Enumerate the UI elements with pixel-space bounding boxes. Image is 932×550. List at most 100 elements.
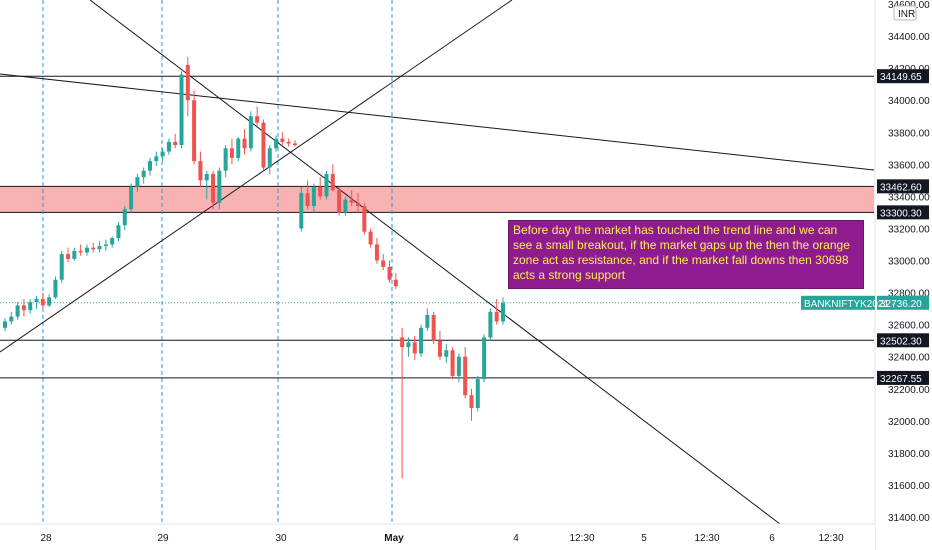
candle-body <box>15 305 20 317</box>
candle <box>286 138 291 147</box>
candle <box>229 138 234 165</box>
annotation-note[interactable]: Before day the market has touched the tr… <box>508 220 864 289</box>
candle-body <box>286 141 291 144</box>
candle-body <box>368 231 373 245</box>
candle-body <box>103 244 108 247</box>
candle <box>450 347 455 380</box>
candle <box>135 173 140 192</box>
candle <box>28 298 33 314</box>
time-axis-bg <box>0 524 875 550</box>
candle-body <box>110 238 115 245</box>
candle <box>204 170 209 200</box>
candle-body <box>40 298 45 306</box>
candle <box>475 375 480 412</box>
candle <box>437 331 442 360</box>
last-price-badge-text: 32736.20 <box>880 299 922 310</box>
horizontal-levels <box>0 75 874 379</box>
candle <box>122 205 127 231</box>
candle <box>217 167 222 210</box>
candle <box>368 228 373 248</box>
candle-body <box>192 100 197 162</box>
candle-body <box>229 148 234 158</box>
x-tick-label: 30 <box>275 533 287 544</box>
x-tick-label: 29 <box>157 533 169 544</box>
candle-body <box>217 170 222 203</box>
candle <box>97 241 102 253</box>
y-tick-label: 31600.00 <box>888 481 930 492</box>
symbol-badge-text: BANKNIFTYK2021 - <box>804 299 895 310</box>
candle-body <box>135 177 140 187</box>
candle-body <box>419 327 424 354</box>
candle <box>469 388 474 421</box>
candle-body <box>179 74 184 146</box>
candle-body <box>292 143 297 146</box>
candle <box>110 236 115 248</box>
y-tick-label: 33200.00 <box>888 224 930 235</box>
candle-body <box>3 321 7 328</box>
price-axis: 34600.0034400.0034200.0034000.0033800.00… <box>874 0 932 550</box>
candle-body <box>400 337 405 348</box>
candle <box>236 137 241 162</box>
candle-body <box>330 173 335 190</box>
y-tick-label: 33800.00 <box>888 128 930 139</box>
candle-body <box>349 199 354 203</box>
candle-body <box>469 395 474 408</box>
candle <box>103 239 108 251</box>
candle-body <box>198 161 203 181</box>
candle-body <box>299 193 304 229</box>
x-tick-label: 4 <box>513 533 519 544</box>
candle <box>431 311 436 344</box>
level-badge-32267.55-text: 32267.55 <box>880 374 922 385</box>
candle-body <box>248 116 253 149</box>
candle-body <box>91 247 96 250</box>
candle-body <box>437 340 442 357</box>
candle <box>374 238 379 264</box>
candle <box>444 343 449 364</box>
candle-body <box>488 311 493 338</box>
candle-body <box>374 244 379 261</box>
candle-body <box>223 148 228 171</box>
candle-body <box>242 138 247 149</box>
trend-line-2 <box>0 73 875 171</box>
candle <box>40 292 45 309</box>
candle-body <box>393 279 398 287</box>
candle <box>9 311 14 325</box>
candle-body <box>387 266 392 280</box>
candle <box>274 135 279 152</box>
y-tick-label: 32800.00 <box>888 289 930 300</box>
y-tick-label: 32400.00 <box>888 353 930 364</box>
candle <box>15 302 20 320</box>
candle <box>393 273 398 290</box>
y-tick-label: 34400.00 <box>888 32 930 43</box>
symbol-badge-bg <box>801 295 875 310</box>
candle-body <box>84 247 89 253</box>
candle-body <box>501 302 505 322</box>
candle <box>412 335 417 360</box>
candle <box>324 170 329 200</box>
candle-body <box>356 202 361 206</box>
candle <box>91 242 96 253</box>
candle-body <box>166 141 171 152</box>
x-tick-label: 5 <box>641 533 647 544</box>
candle-body <box>53 279 58 298</box>
candle <box>248 111 253 152</box>
candle <box>318 177 323 200</box>
candle <box>343 196 348 216</box>
candle-body <box>362 205 367 232</box>
candle-body <box>305 193 310 206</box>
candle-body <box>381 260 386 267</box>
candle-body <box>494 311 499 322</box>
candle-body <box>34 298 39 303</box>
candle-body <box>211 173 216 203</box>
y-tick-label: 33600.00 <box>888 160 930 171</box>
candle <box>501 297 505 325</box>
candle-body <box>280 138 285 142</box>
y-tick-label: 31400.00 <box>888 513 930 524</box>
candle <box>21 298 26 317</box>
candle-body <box>412 342 417 354</box>
candle-body <box>274 138 279 149</box>
session-separators <box>42 0 393 524</box>
candle <box>261 119 266 171</box>
time-axis: 28 29 30 May 4 12:30 5 12:30 6 12:30 <box>0 523 875 550</box>
